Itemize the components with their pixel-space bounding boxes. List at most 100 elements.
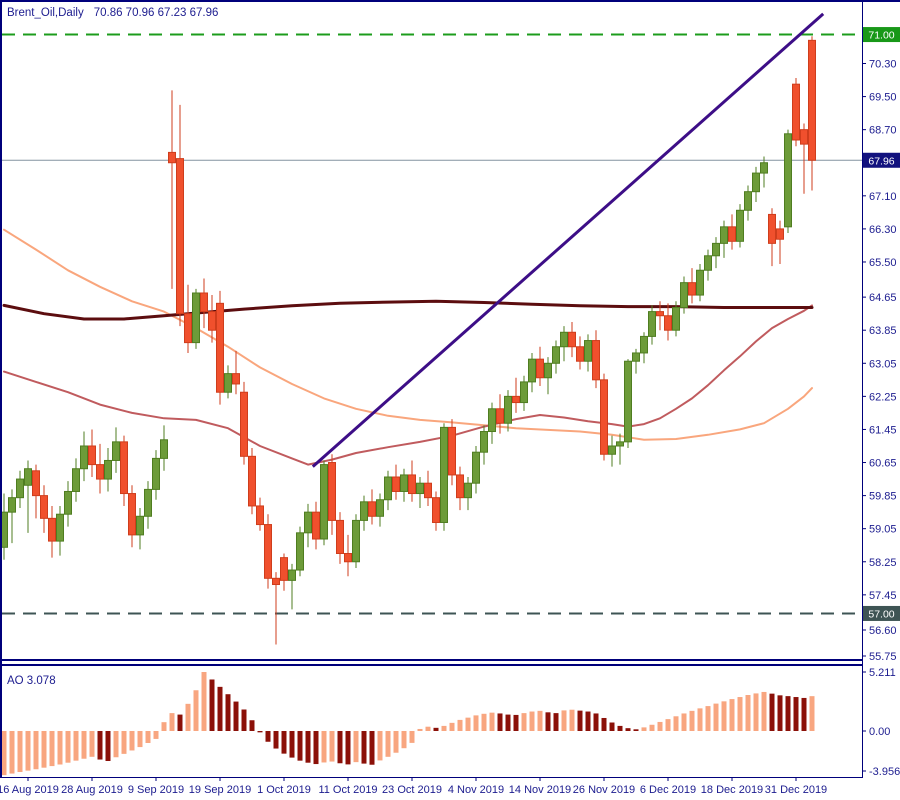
candle-body-bull xyxy=(640,335,648,354)
candle xyxy=(480,425,488,465)
candle xyxy=(40,485,48,533)
candle-body-bull xyxy=(16,478,24,499)
ao-bar-down xyxy=(785,696,791,731)
trendline-layer xyxy=(311,12,825,468)
time-scale[interactable]: 16 Aug 2019 28 Aug 2019 9 Sep 2019 19 Sep 2… xyxy=(0,777,827,796)
x-axis-label: 23 Oct 2019 xyxy=(382,784,442,796)
candle-body-bull xyxy=(616,441,624,447)
candle-body-bear xyxy=(128,493,136,536)
candle xyxy=(336,512,344,564)
candle xyxy=(16,470,24,509)
candle-body-bull xyxy=(296,532,304,571)
candle-body-bear xyxy=(392,476,400,492)
candle xyxy=(192,288,200,349)
ao-bar-up xyxy=(353,731,359,763)
ao-bar-up xyxy=(9,731,15,774)
ao-bar-up xyxy=(737,697,743,731)
candle-body-bear xyxy=(408,474,416,495)
candle xyxy=(656,301,664,331)
ao-bar-up xyxy=(441,725,447,731)
y-axis-label: 63.05 xyxy=(869,358,897,370)
ma-line-fast-salmon[interactable] xyxy=(3,228,813,441)
candle-body-bear xyxy=(424,482,432,499)
y-axis-label: 55.75 xyxy=(869,651,897,663)
candle-body-bear xyxy=(368,501,376,517)
ao-bar-up xyxy=(753,693,759,731)
candle xyxy=(800,123,808,194)
candle xyxy=(504,390,512,432)
ao-bar-up xyxy=(721,701,727,731)
candle-body-bear xyxy=(248,455,256,507)
price-badge-support xyxy=(863,605,900,621)
candle xyxy=(440,423,448,531)
ao-bar-up xyxy=(185,703,191,731)
price-scale[interactable]: 70.30 69.50 68.70 67.10 66.30 65.50 64.65 63.85… xyxy=(862,27,900,663)
candle xyxy=(736,204,744,248)
ao-bar-up xyxy=(129,731,135,751)
ao-bar-up xyxy=(697,708,703,731)
price-badge-last-text: 67.96 xyxy=(868,155,894,167)
panel-separator-upper[interactable] xyxy=(0,659,862,661)
candle xyxy=(352,514,360,568)
ao-bar-up xyxy=(425,726,431,731)
y-axis-label: 59.85 xyxy=(869,491,897,503)
ao-bar-down xyxy=(505,714,511,731)
candle xyxy=(264,514,272,589)
candle xyxy=(328,454,336,535)
ao-bar-up xyxy=(137,731,143,748)
candle xyxy=(648,305,656,345)
candle-body-bear xyxy=(776,228,784,240)
candle xyxy=(64,481,72,527)
y-axis-label: 69.50 xyxy=(869,92,897,104)
candle xyxy=(384,470,392,511)
candle-body-bear xyxy=(200,292,208,313)
x-axis-label: 19 Sep 2019 xyxy=(189,784,251,796)
candle xyxy=(72,458,80,502)
candle-body-bull xyxy=(288,569,296,581)
candle-body-bull xyxy=(552,346,560,364)
y-axis-label: 59.05 xyxy=(869,524,897,536)
candle-body-bull xyxy=(528,358,536,383)
ao-bar-down xyxy=(305,731,311,763)
ao-bar-up xyxy=(321,731,327,763)
ao-bar-down xyxy=(97,731,103,760)
ao-bar-up xyxy=(169,713,175,731)
ao-bar-up xyxy=(121,731,127,754)
ma-line-slow-maroon[interactable] xyxy=(2,299,814,321)
candle-body-bull xyxy=(560,331,568,348)
candle xyxy=(112,427,120,473)
trendline[interactable] xyxy=(311,12,825,468)
candle xyxy=(280,553,288,591)
y-axis-label: 57.45 xyxy=(869,590,897,602)
candle-body-bear xyxy=(240,391,248,457)
y-axis-label: 66.30 xyxy=(869,224,897,236)
panel-separator-lower[interactable] xyxy=(0,664,862,666)
candle-body-bear xyxy=(728,226,736,242)
candle xyxy=(776,220,784,265)
candle-body-bear xyxy=(120,441,128,495)
candle xyxy=(512,377,520,413)
ao-bar-down xyxy=(177,714,183,731)
ao-bar-up xyxy=(25,731,31,771)
candle xyxy=(664,303,672,341)
ma-line-medium-indianred[interactable] xyxy=(3,304,813,466)
candle xyxy=(272,572,280,645)
ao-bar-up xyxy=(329,731,335,762)
candle xyxy=(472,445,480,494)
ao-bar-up xyxy=(729,699,735,731)
candle-body-bull xyxy=(464,482,472,499)
ao-bar-down xyxy=(345,731,351,765)
candle xyxy=(752,166,760,203)
candle-body-bull xyxy=(320,464,328,540)
moving-averages-layer xyxy=(2,228,814,466)
ao-bar-up xyxy=(537,710,543,731)
candle xyxy=(808,36,816,191)
candle xyxy=(232,350,240,395)
candle xyxy=(560,326,568,362)
candle-body-bull xyxy=(504,395,512,424)
ao-bar-up xyxy=(377,731,383,761)
candle xyxy=(48,505,56,558)
candle xyxy=(304,503,312,548)
ao-axis-label: 5.211 xyxy=(869,667,896,679)
